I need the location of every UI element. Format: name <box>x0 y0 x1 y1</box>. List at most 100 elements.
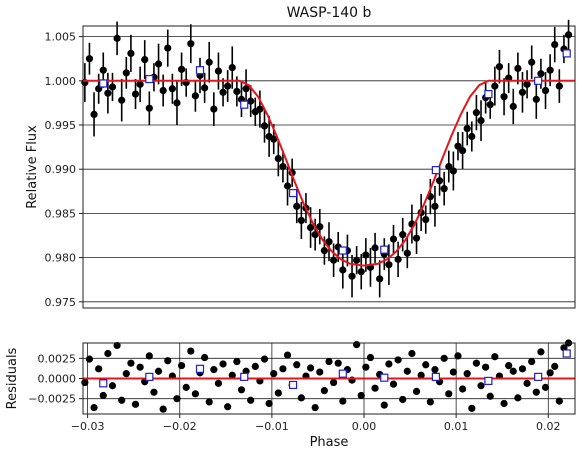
residuals-panel: −0.0025 0.0000 0.0025 −0.03 −0.02 −0.01 0.00 0… <box>5 339 576 450</box>
residual-data-point <box>353 341 361 349</box>
flux-data-point <box>458 147 467 155</box>
flux-data-point <box>564 31 573 39</box>
flux-data-point <box>528 58 536 66</box>
residual-data-point <box>518 365 527 373</box>
residual-data-point <box>279 365 287 373</box>
residual-data-point <box>555 397 563 405</box>
flux-binned-point <box>380 245 389 254</box>
residual-data-point <box>371 384 379 392</box>
flux-binned-point <box>195 66 205 75</box>
residual-data-point <box>274 389 282 397</box>
flux-data-point <box>518 88 527 96</box>
flux-y-tick-label: 0.975 <box>45 296 77 309</box>
flux-data-point <box>389 235 398 243</box>
residual-binned-point <box>380 373 389 382</box>
residual-data-point <box>283 351 292 359</box>
residual-data-point <box>297 394 305 402</box>
flux-data-point <box>306 223 315 232</box>
flux-binned-point <box>288 188 298 198</box>
flux-data-point <box>320 246 328 255</box>
residual-data-point <box>537 348 545 356</box>
residual-y-tick-label: 0.0000 <box>38 373 77 386</box>
residual-data-point <box>164 357 172 365</box>
residual-data-point <box>201 353 209 362</box>
residual-data-point <box>122 370 130 378</box>
residual-data-point <box>316 368 324 376</box>
flux-data-point <box>371 244 379 252</box>
residual-data-point <box>224 403 232 411</box>
flux-data-points <box>81 19 573 298</box>
residual-data-point <box>251 362 259 370</box>
flux-data-point <box>297 216 305 225</box>
residual-data-point <box>131 400 140 408</box>
flux-data-point <box>435 177 444 185</box>
residual-data-point <box>182 383 190 391</box>
flux-data-point <box>468 132 476 141</box>
residual-data-point <box>399 395 407 404</box>
flux-data-point <box>270 135 278 143</box>
flux-data-point <box>445 162 453 171</box>
residual-data-point <box>385 360 393 368</box>
flux-data-point <box>201 84 209 92</box>
flux-y-axis-label: Relative Flux <box>25 125 40 209</box>
flux-data-point <box>131 90 140 98</box>
flux-data-point <box>440 185 448 193</box>
residual-data-point <box>330 378 338 387</box>
residual-y-tick-label: −0.0025 <box>28 393 76 406</box>
flux-data-point <box>173 99 181 107</box>
residual-data-point <box>325 357 333 366</box>
residual-data-point <box>90 403 98 412</box>
flux-y-tick-label: 0.990 <box>45 163 77 176</box>
flux-data-point <box>85 55 94 63</box>
residual-data-point <box>491 353 499 361</box>
residual-data-point <box>477 382 485 390</box>
residual-binned-point <box>288 380 298 390</box>
residual-data-point <box>104 349 112 358</box>
residual-data-point <box>380 401 388 409</box>
flux-data-point <box>168 85 176 93</box>
residual-data-point <box>177 361 186 370</box>
flux-data-point <box>104 89 112 97</box>
residual-data-point <box>187 347 195 355</box>
residual-data-point <box>541 383 550 391</box>
flux-binned-point <box>338 246 347 255</box>
flux-data-point <box>136 80 144 88</box>
residual-y-ticks: −0.0025 0.0000 0.0025 <box>28 352 83 406</box>
flux-data-point <box>154 60 163 68</box>
residual-data-point <box>458 385 467 393</box>
flux-data-point <box>491 82 499 90</box>
flux-data-point <box>90 110 98 119</box>
flux-binned-point <box>431 165 440 175</box>
flux-data-point <box>210 105 218 113</box>
residual-data-point <box>403 367 411 375</box>
residual-data-point <box>445 390 453 398</box>
flux-data-point <box>449 167 457 175</box>
residual-data-point <box>422 361 430 369</box>
residual-data-point <box>95 365 103 373</box>
residual-binned-point <box>562 349 571 358</box>
residual-data-point <box>320 387 328 395</box>
flux-data-point <box>311 231 319 239</box>
flux-data-point <box>348 272 356 280</box>
flux-y-tick-label: 0.995 <box>45 119 77 132</box>
flux-data-point <box>357 268 365 276</box>
flux-data-point <box>99 66 107 74</box>
flux-binned-point <box>99 79 108 88</box>
flux-data-point <box>233 87 241 96</box>
flux-binned-point <box>145 74 154 84</box>
residual-binned-point <box>195 364 205 373</box>
residual-data-point <box>366 353 375 362</box>
residual-data-point <box>127 359 135 367</box>
flux-data-point <box>118 96 126 104</box>
flux-binned-points <box>99 49 571 255</box>
residual-data-point <box>505 361 513 370</box>
residual-binned-point <box>99 379 108 388</box>
residual-binned-points <box>99 349 571 390</box>
flux-data-point <box>486 101 494 109</box>
phase-x-tick-label: 0.01 <box>444 420 469 433</box>
flux-data-point <box>191 92 200 100</box>
residual-data-point <box>247 396 255 404</box>
residual-data-point <box>523 379 531 387</box>
residual-data-points <box>81 339 573 413</box>
